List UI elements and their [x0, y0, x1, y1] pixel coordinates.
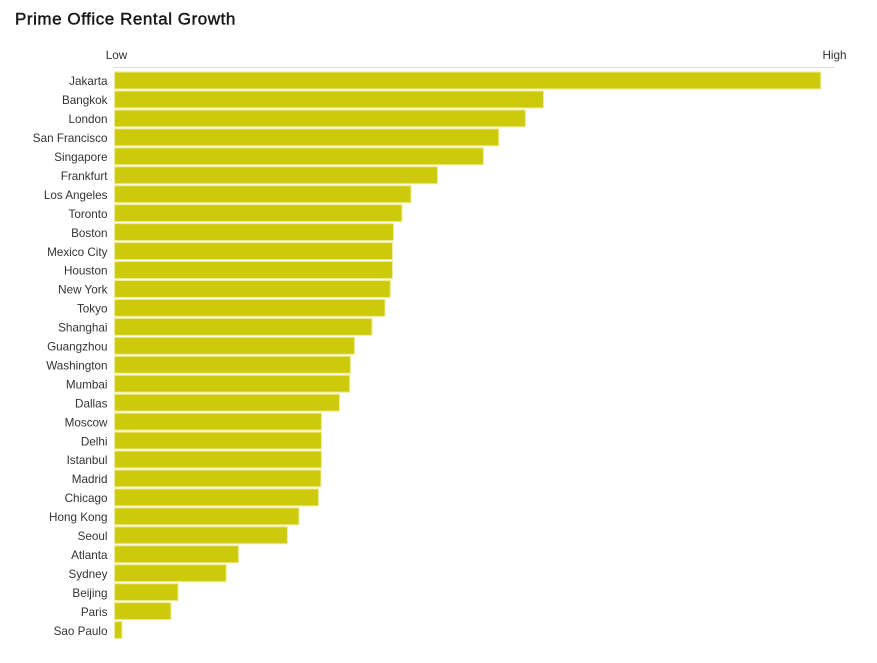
svg-text:Paris: Paris	[81, 606, 108, 619]
svg-text:Dallas: Dallas	[75, 397, 108, 410]
svg-text:Singapore: Singapore	[54, 151, 107, 164]
svg-text:Boston: Boston	[71, 227, 107, 240]
svg-text:Hong Kong: Hong Kong	[49, 511, 107, 524]
svg-text:Tokyo: Tokyo	[77, 303, 108, 316]
svg-text:New York: New York	[58, 284, 108, 297]
svg-text:Atlanta: Atlanta	[71, 549, 108, 562]
svg-text:Frankfurt: Frankfurt	[61, 170, 109, 183]
svg-text:Istanbul: Istanbul	[67, 454, 108, 467]
svg-text:Beijing: Beijing	[72, 587, 107, 600]
svg-text:London: London	[68, 113, 107, 126]
svg-text:Bangkok: Bangkok	[62, 94, 108, 107]
svg-text:Prime Office Rental Growth: Prime Office Rental Growth	[15, 9, 236, 28]
svg-text:Shanghai: Shanghai	[58, 322, 107, 335]
svg-text:Houston: Houston	[64, 265, 108, 278]
svg-text:Low: Low	[106, 49, 128, 62]
svg-text:Madrid: Madrid	[72, 473, 108, 486]
svg-text:High: High	[822, 49, 846, 62]
svg-text:Delhi: Delhi	[81, 435, 108, 448]
svg-text:Seoul: Seoul	[78, 530, 108, 543]
svg-text:Mexico City: Mexico City	[47, 246, 108, 259]
svg-text:Chicago: Chicago	[65, 492, 108, 505]
svg-text:Jakarta: Jakarta	[69, 75, 108, 88]
svg-text:San Francisco: San Francisco	[33, 132, 108, 145]
svg-text:Toronto: Toronto	[69, 208, 108, 221]
svg-text:Los Angeles: Los Angeles	[44, 189, 108, 202]
svg-text:Moscow: Moscow	[65, 416, 108, 429]
svg-text:Guangzhou: Guangzhou	[47, 341, 107, 354]
svg-text:Sydney: Sydney	[69, 568, 108, 581]
svg-text:Mumbai: Mumbai	[66, 378, 108, 391]
svg-text:Washington: Washington	[46, 359, 107, 372]
svg-text:Sao Paulo: Sao Paulo	[54, 625, 108, 638]
